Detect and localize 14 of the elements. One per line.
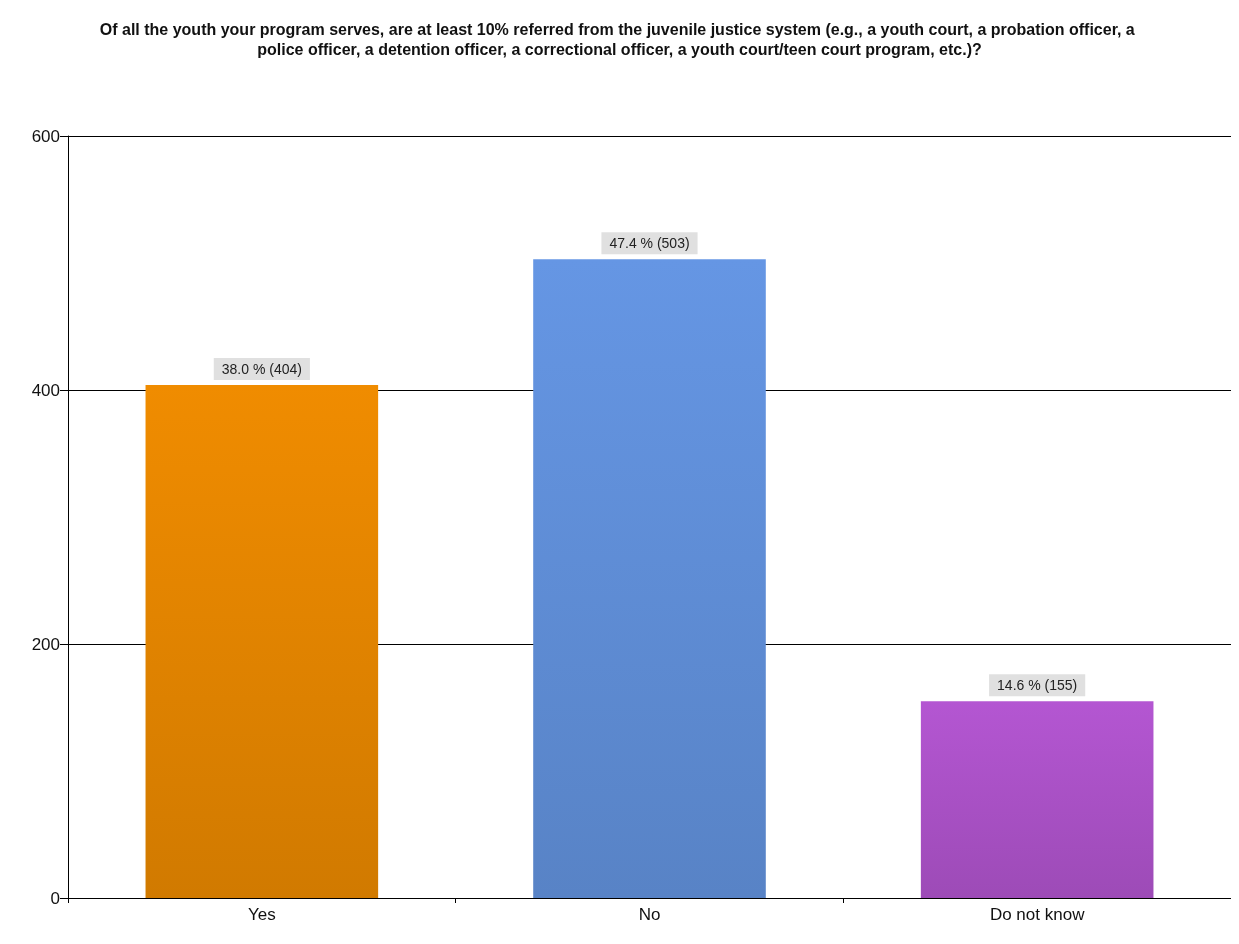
data-label: 14.6 % (155) — [997, 677, 1078, 694]
y-tick-label: 0 — [50, 888, 60, 908]
y-tick-label: 400 — [31, 380, 60, 400]
y-tick-label: 600 — [31, 126, 60, 146]
y-tick-label: 200 — [31, 634, 60, 654]
data-label: 38.0 % (404) — [221, 360, 302, 377]
x-tick-label: Do not know — [989, 905, 1086, 924]
bar — [533, 259, 766, 898]
bar — [920, 701, 1154, 898]
data-label: 47.4 % (503) — [609, 235, 690, 252]
x-tick-label: No — [638, 905, 661, 924]
bar — [145, 384, 379, 898]
x-tick-label: Yes — [247, 905, 276, 924]
chart-title: Of all the youth your program serves, are at least 10% referred from the juvenile justice system (e.g., a youth court, a probation officer, a police officer, a detention officer, a correctional officer, a youth court/teen court program, etc.)? — [99, 20, 1140, 58]
